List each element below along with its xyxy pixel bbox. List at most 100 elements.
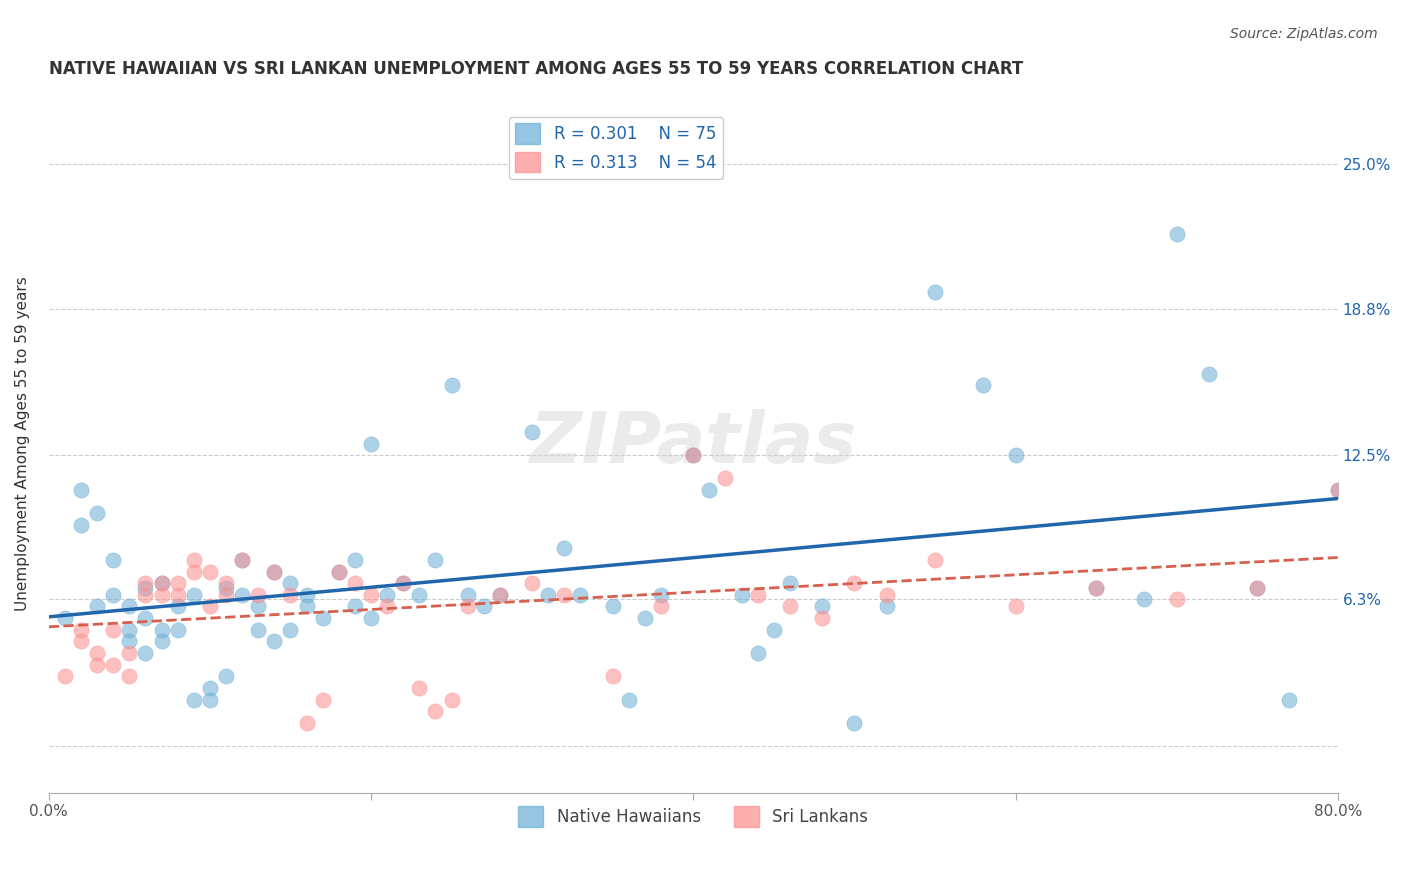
Point [311, 692, 333, 706]
Y-axis label: Unemployment Among Ages 55 to 59 years: Unemployment Among Ages 55 to 59 years [15, 277, 30, 611]
Point [650, 588, 672, 602]
Point [699, 483, 721, 497]
Point [198, 681, 221, 695]
Point [166, 623, 188, 637]
Point [311, 611, 333, 625]
Point [1166, 227, 1188, 241]
Point [682, 448, 704, 462]
Point [53, 669, 76, 683]
Point [1004, 599, 1026, 614]
Point [295, 588, 318, 602]
Point [134, 646, 156, 660]
Point [779, 599, 801, 614]
Point [747, 646, 769, 660]
Point [457, 599, 479, 614]
Point [360, 588, 382, 602]
Point [425, 553, 447, 567]
Text: ZIPatlas: ZIPatlas [530, 409, 856, 478]
Point [134, 611, 156, 625]
Point [280, 623, 302, 637]
Point [150, 623, 173, 637]
Point [440, 378, 463, 392]
Point [86, 599, 108, 614]
Point [569, 588, 592, 602]
Point [183, 553, 205, 567]
Point [876, 588, 898, 602]
Point [1246, 581, 1268, 595]
Point [972, 378, 994, 392]
Point [392, 576, 415, 591]
Point [247, 623, 270, 637]
Point [118, 669, 141, 683]
Point [489, 588, 512, 602]
Point [70, 634, 93, 648]
Point [198, 565, 221, 579]
Point [602, 599, 624, 614]
Point [682, 448, 704, 462]
Point [134, 581, 156, 595]
Point [876, 599, 898, 614]
Point [166, 588, 188, 602]
Point [215, 581, 238, 595]
Point [1085, 581, 1108, 595]
Point [263, 634, 285, 648]
Point [183, 588, 205, 602]
Point [103, 553, 125, 567]
Point [150, 588, 173, 602]
Point [86, 646, 108, 660]
Point [811, 599, 834, 614]
Point [215, 588, 238, 602]
Point [779, 576, 801, 591]
Point [247, 599, 270, 614]
Point [343, 599, 366, 614]
Point [375, 599, 398, 614]
Point [103, 623, 125, 637]
Point [408, 681, 430, 695]
Point [617, 692, 640, 706]
Point [215, 669, 238, 683]
Point [183, 565, 205, 579]
Point [231, 553, 253, 567]
Point [392, 576, 415, 591]
Point [150, 576, 173, 591]
Point [215, 576, 238, 591]
Point [553, 588, 575, 602]
Point [1085, 581, 1108, 595]
Point [198, 692, 221, 706]
Point [1246, 581, 1268, 595]
Point [166, 576, 188, 591]
Point [328, 565, 350, 579]
Point [714, 471, 737, 485]
Point [166, 599, 188, 614]
Point [1326, 483, 1348, 497]
Point [1326, 483, 1348, 497]
Point [295, 599, 318, 614]
Point [183, 692, 205, 706]
Point [118, 623, 141, 637]
Point [747, 588, 769, 602]
Point [844, 715, 866, 730]
Point [134, 576, 156, 591]
Point [408, 588, 430, 602]
Point [1278, 692, 1301, 706]
Point [844, 576, 866, 591]
Point [343, 576, 366, 591]
Point [280, 576, 302, 591]
Point [472, 599, 495, 614]
Point [263, 565, 285, 579]
Point [924, 553, 946, 567]
Text: Source: ZipAtlas.com: Source: ZipAtlas.com [1230, 27, 1378, 41]
Point [811, 611, 834, 625]
Point [86, 657, 108, 672]
Point [70, 483, 93, 497]
Point [520, 425, 543, 439]
Point [730, 588, 752, 602]
Point [295, 715, 318, 730]
Point [1004, 448, 1026, 462]
Point [150, 576, 173, 591]
Point [70, 518, 93, 533]
Point [53, 611, 76, 625]
Point [134, 588, 156, 602]
Point [328, 565, 350, 579]
Point [360, 611, 382, 625]
